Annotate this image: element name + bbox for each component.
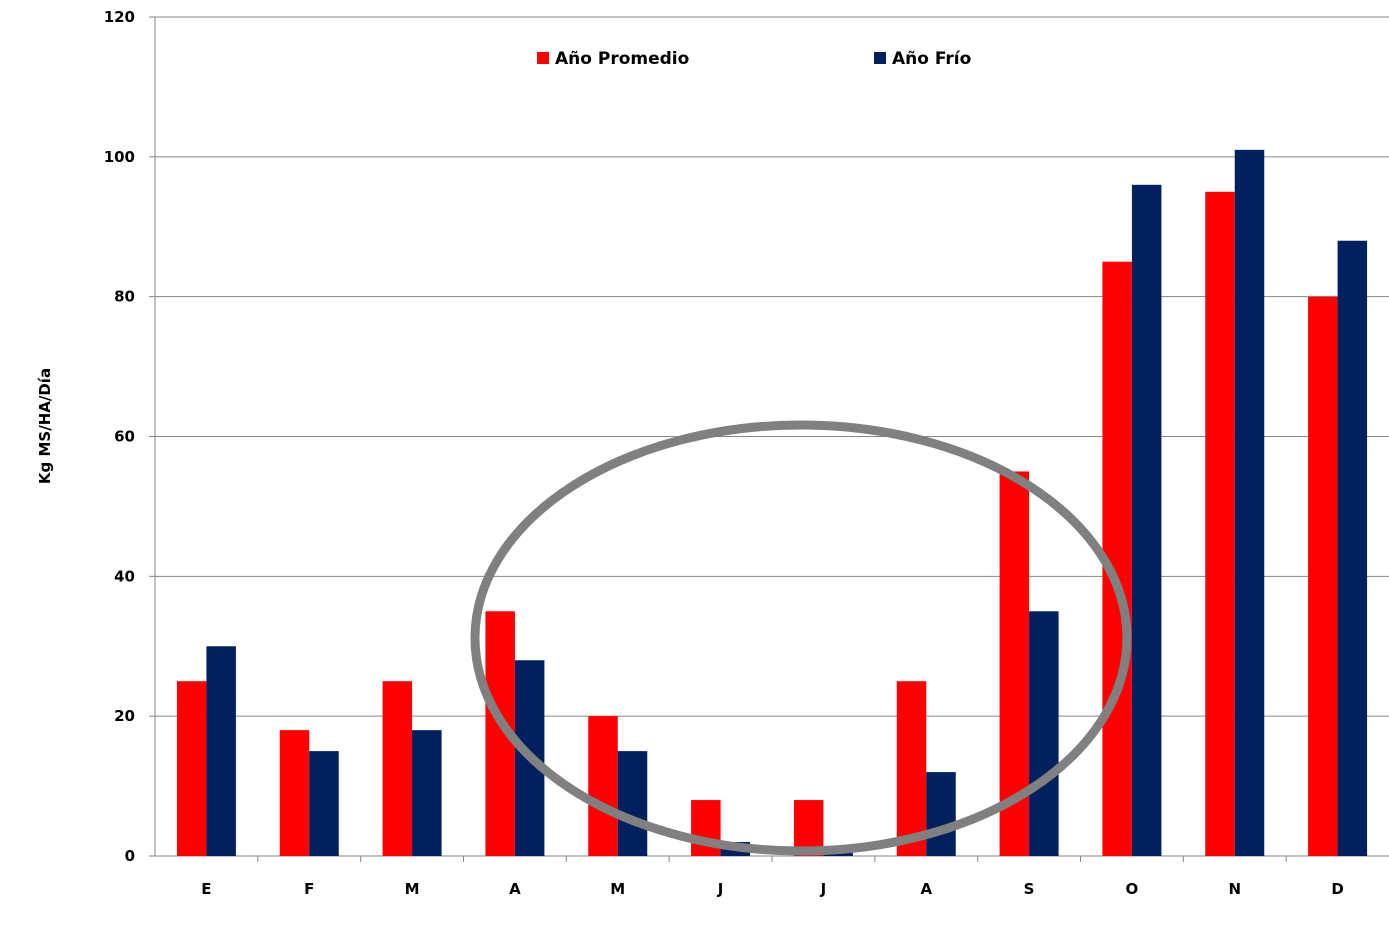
bar-series-1 — [279, 730, 310, 856]
legend-swatch-series-2 — [874, 52, 886, 64]
bar-series-2 — [206, 646, 236, 856]
x-tick-label: F — [304, 880, 314, 898]
x-tick-label: J — [820, 880, 827, 898]
x-tick-label: E — [201, 880, 211, 898]
bar-series-2 — [1234, 149, 1265, 856]
legend-swatch-series-1 — [537, 52, 549, 64]
x-tick-label: M — [610, 880, 625, 898]
x-tick-label: A — [920, 880, 932, 898]
bar-series-2 — [412, 730, 442, 856]
bar-series-2 — [617, 751, 648, 856]
bar-series-1 — [382, 681, 413, 856]
bar-series-2 — [1337, 240, 1368, 856]
x-tick-label: O — [1126, 880, 1139, 898]
bars — [176, 149, 1368, 857]
highlight-ellipse — [470, 420, 1132, 856]
y-tick-label: 0 — [125, 847, 135, 865]
bar-series-1 — [176, 681, 207, 856]
legend: Año Promedio Año Frío — [537, 49, 971, 69]
x-tick-label: J — [717, 880, 724, 898]
axes — [149, 16, 1389, 862]
x-tick-label: D — [1331, 880, 1343, 898]
y-tick-label: 100 — [104, 148, 135, 166]
y-tick-label: 80 — [114, 288, 135, 306]
y-tick-label: 60 — [114, 428, 135, 446]
x-tick-label: A — [509, 880, 521, 898]
y-tick-label: 40 — [114, 567, 135, 585]
x-tick-label: M — [405, 880, 420, 898]
x-tick-label: S — [1024, 880, 1035, 898]
bar-series-1 — [588, 716, 618, 856]
y-tick-label: 120 — [104, 8, 135, 26]
gridlines — [155, 16, 1389, 717]
y-axis-title: Kg MS/HA/Día — [36, 368, 54, 484]
y-tick-label: 20 — [114, 707, 135, 725]
legend-label-series-2: Año Frío — [892, 49, 971, 69]
y-tick-labels: 0 20 40 60 80 100 120 — [104, 8, 135, 865]
bar-series-1 — [1308, 296, 1338, 857]
bar-series-2 — [926, 772, 956, 856]
x-tick-label: N — [1228, 880, 1241, 898]
bar-series-2 — [1131, 184, 1162, 857]
bar-series-1 — [896, 681, 927, 856]
bar-series-2 — [309, 751, 339, 856]
bar-series-1 — [1205, 191, 1235, 856]
legend-label-series-1: Año Promedio — [555, 49, 689, 69]
bar-series-2 — [1029, 611, 1059, 856]
